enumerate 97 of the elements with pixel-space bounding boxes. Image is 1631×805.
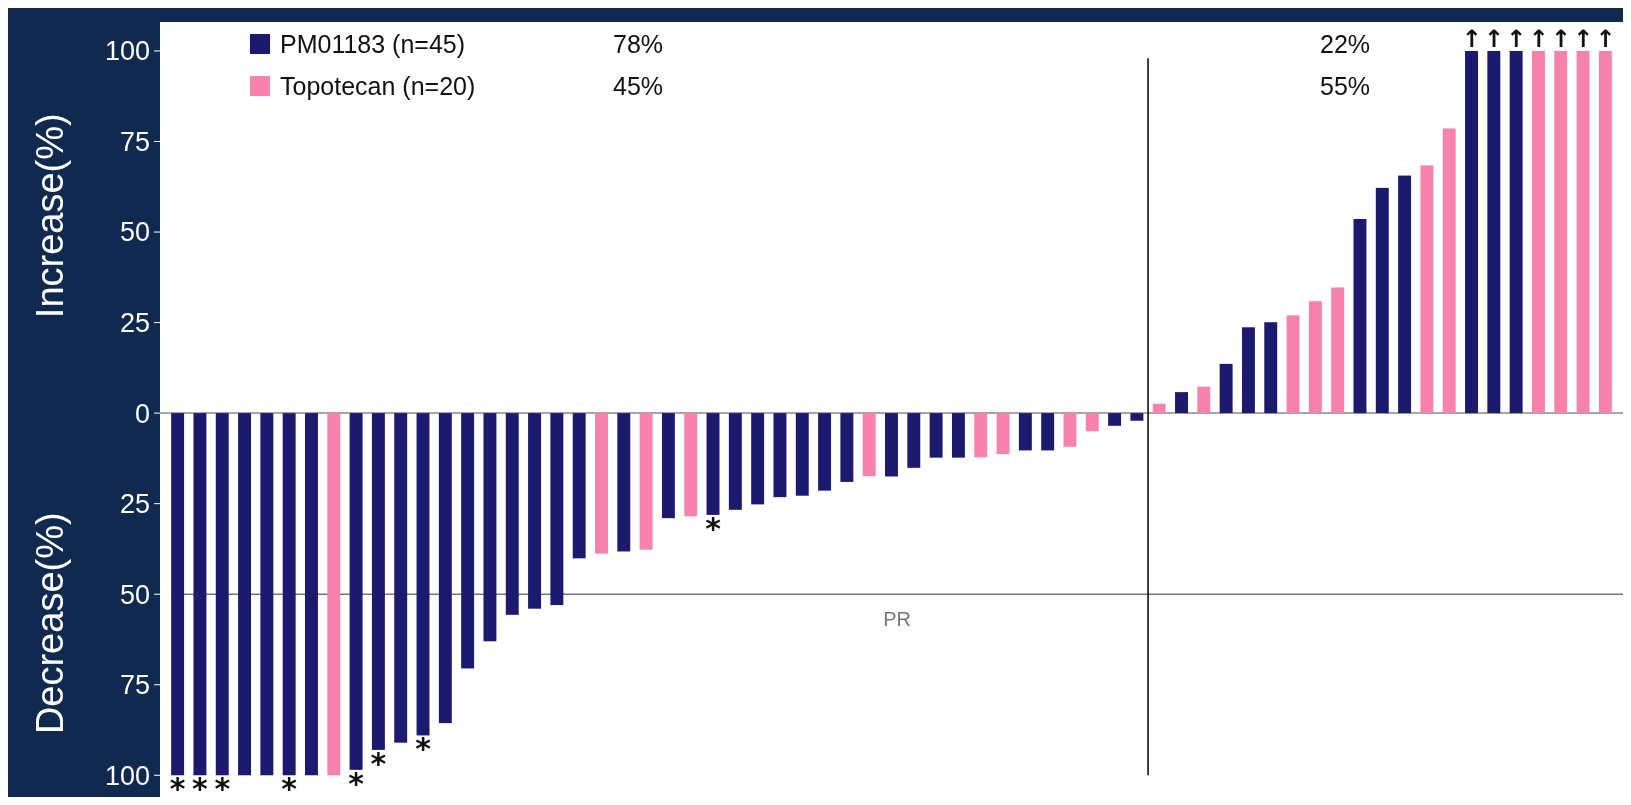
bar [951, 413, 965, 458]
bar [1241, 327, 1255, 414]
bar [1375, 187, 1389, 414]
annotation: 78% [613, 29, 664, 58]
bar [617, 413, 631, 552]
legend-label: PM01183 (n=45) [280, 29, 466, 58]
bar [1085, 413, 1099, 432]
data-label: ↑ [1573, 24, 1594, 53]
data-label: ↑ [1506, 24, 1527, 53]
data-label: * [705, 510, 722, 546]
ref-line-label: PR [883, 608, 911, 631]
bar [818, 413, 832, 491]
bar [282, 413, 296, 776]
bar [1152, 403, 1166, 414]
bar [438, 413, 452, 724]
data-label: ↑ [1461, 24, 1482, 53]
data-label: ↑ [1483, 24, 1504, 53]
bar [1598, 50, 1612, 414]
bar [1487, 50, 1501, 414]
data-label: ↑ [1595, 24, 1616, 53]
annotation: 22% [1320, 29, 1371, 58]
bar [572, 413, 586, 559]
bar [1398, 175, 1412, 414]
bar [1108, 413, 1122, 426]
bar [907, 413, 921, 468]
bar [1041, 413, 1055, 451]
bar [1175, 392, 1188, 414]
bar [1420, 165, 1434, 414]
bar [327, 413, 341, 776]
bar [1286, 315, 1300, 414]
bar [483, 413, 497, 642]
y-tick-label: 100 [104, 36, 150, 67]
bar [1554, 50, 1568, 414]
data-label: ↑ [1528, 24, 1549, 53]
bar [1331, 287, 1345, 414]
bar [1219, 363, 1233, 414]
data-label: * [348, 765, 365, 801]
y-tick-label: 50 [119, 217, 150, 248]
bar [840, 413, 854, 482]
bar [1018, 413, 1032, 451]
y-tick-label: 75 [119, 126, 150, 157]
data-label: * [214, 771, 231, 805]
bar [349, 413, 363, 770]
bar [684, 413, 698, 517]
y-tick-label: 25 [119, 308, 150, 339]
data-label: * [415, 731, 432, 767]
bar [528, 413, 542, 609]
bar [1353, 219, 1367, 414]
bar [751, 413, 765, 505]
bar [193, 413, 207, 776]
bar [550, 413, 564, 606]
y-tick-label: 0 [134, 398, 150, 429]
bar [1308, 301, 1322, 414]
bar [260, 413, 274, 776]
bar [505, 413, 519, 615]
bar [661, 413, 675, 519]
bar [595, 413, 608, 554]
bar [1509, 50, 1523, 414]
bar [706, 413, 720, 515]
bar [238, 413, 252, 776]
bar [1442, 128, 1456, 414]
bar [1130, 413, 1144, 421]
bar [639, 413, 653, 550]
text: Decrease(%) Increase(%) [29, 113, 71, 735]
bar [1063, 413, 1077, 447]
bar [862, 413, 876, 477]
bar [1465, 50, 1478, 414]
bar [773, 413, 787, 498]
y-tick-label: 75 [119, 670, 150, 701]
data-label: ↑ [1550, 24, 1571, 53]
y-tick-label: 25 [119, 489, 150, 520]
annotation: 45% [613, 71, 664, 100]
bar [885, 413, 898, 477]
bar [305, 413, 318, 776]
data-label: * [192, 771, 209, 805]
bar [416, 413, 430, 736]
bar [1197, 386, 1211, 414]
y-tick-label: 50 [119, 579, 150, 610]
data-label: * [281, 771, 298, 805]
legend-label: Topotecan (n=20) [280, 71, 476, 100]
bar [1264, 322, 1278, 414]
bar [795, 413, 809, 496]
data-label: * [169, 771, 186, 805]
bar [371, 413, 385, 750]
bar [929, 413, 943, 458]
bar [728, 413, 742, 510]
bar [974, 413, 988, 458]
bar [394, 413, 408, 743]
bar [461, 413, 475, 669]
bar [1531, 50, 1545, 414]
annotation: 55% [1320, 71, 1371, 100]
data-label: * [370, 745, 387, 781]
bar [215, 413, 229, 776]
bar [171, 413, 185, 776]
y-tick-label: 100 [104, 760, 150, 791]
bar [1576, 50, 1590, 414]
bar [996, 413, 1010, 455]
